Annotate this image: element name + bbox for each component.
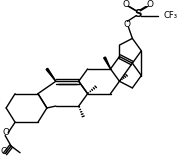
Text: S: S — [135, 9, 142, 19]
Text: O: O — [123, 0, 130, 9]
Polygon shape — [104, 57, 111, 69]
Text: O: O — [147, 0, 154, 9]
Text: CF₃: CF₃ — [163, 11, 177, 20]
Text: O: O — [124, 20, 131, 29]
Polygon shape — [46, 68, 56, 81]
Text: O: O — [3, 128, 10, 137]
Text: O: O — [1, 147, 8, 156]
